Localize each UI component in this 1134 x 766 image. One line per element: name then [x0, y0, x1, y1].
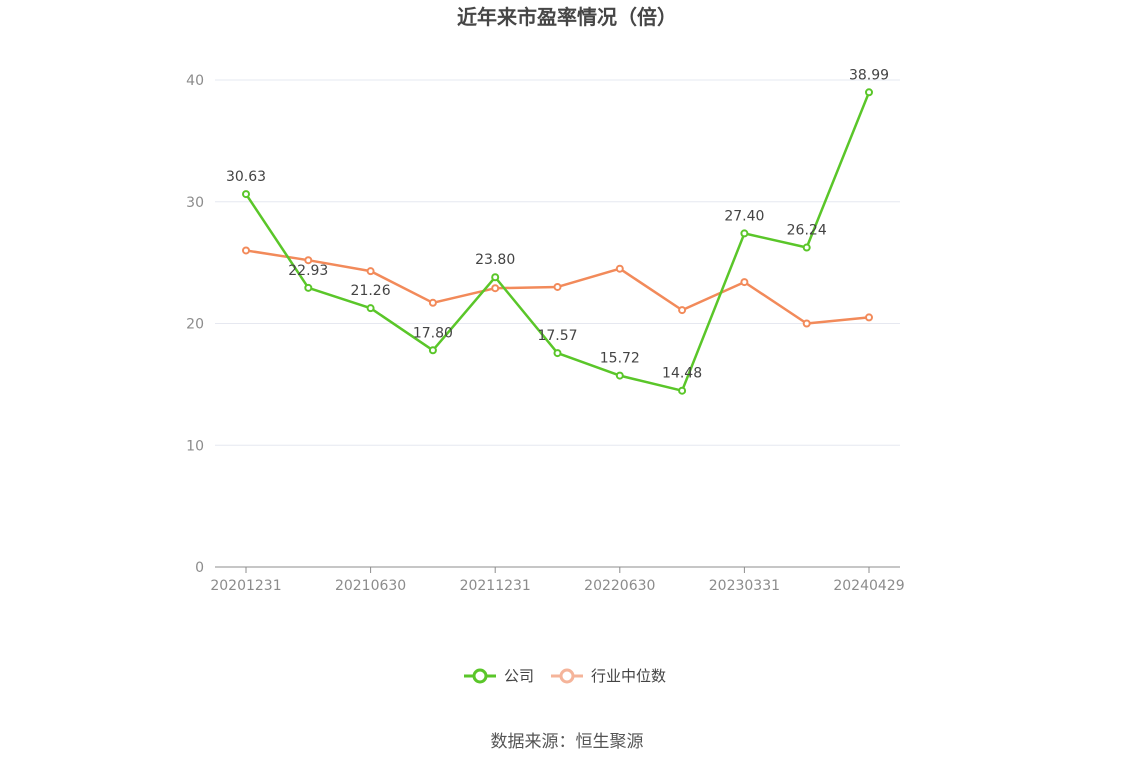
data-label-company: 17.80	[413, 325, 453, 341]
data-label-company: 15.72	[600, 351, 640, 367]
data-point-company[interactable]	[615, 371, 624, 380]
y-tick-label: 30	[186, 195, 204, 211]
data-point-company[interactable]	[428, 346, 437, 355]
data-point-industry-median[interactable]	[304, 256, 313, 265]
data-point-industry-median[interactable]	[678, 306, 687, 315]
legend-company-swatch-dot	[472, 668, 488, 684]
legend-item-industry-median[interactable]: 行业中位数	[551, 667, 666, 685]
chart-title: 近年来市盈率情况（倍）	[457, 5, 677, 29]
data-label-company: 22.93	[288, 263, 328, 279]
data-label-company: 30.63	[226, 169, 266, 185]
legend-industry-swatch-dot	[559, 668, 575, 684]
data-point-company[interactable]	[553, 349, 562, 358]
data-point-company[interactable]	[242, 190, 250, 199]
y-tick-label: 10	[186, 438, 204, 454]
data-point-industry-median[interactable]	[802, 319, 811, 328]
data-point-company[interactable]	[304, 283, 313, 292]
legend-company-label: 公司	[504, 667, 534, 685]
y-tick-label: 40	[186, 73, 204, 89]
legend-industry-label: 行业中位数	[591, 667, 666, 685]
data-point-company[interactable]	[740, 229, 749, 238]
x-tick-label: 20210630	[335, 578, 406, 594]
data-point-industry-median[interactable]	[366, 267, 375, 276]
data-label-company: 14.48	[662, 366, 702, 382]
data-point-industry-median[interactable]	[491, 284, 500, 293]
data-point-industry-median[interactable]	[865, 313, 873, 322]
series-lines	[242, 88, 873, 395]
x-tick-label: 20230331	[709, 578, 780, 594]
data-point-industry-median[interactable]	[553, 282, 562, 291]
data-label-company: 21.26	[351, 283, 391, 299]
data-label-company: 26.24	[787, 223, 827, 239]
data-point-company[interactable]	[366, 304, 375, 313]
x-tick-label: 20211231	[460, 578, 531, 594]
source-note: 数据来源：恒生聚源	[491, 732, 644, 752]
data-point-company[interactable]	[491, 273, 500, 282]
data-point-industry-median[interactable]	[740, 278, 749, 287]
x-tick-label: 20220630	[584, 578, 655, 594]
legend: 公司 行业中位数	[464, 667, 666, 685]
x-tick-label: 20201231	[210, 578, 281, 594]
legend-item-company[interactable]: 公司	[464, 667, 534, 685]
data-point-industry-median[interactable]	[615, 264, 624, 273]
data-label-company: 27.40	[724, 208, 764, 224]
data-point-industry-median[interactable]	[428, 298, 437, 307]
data-point-industry-median[interactable]	[242, 246, 250, 255]
grid-lines	[215, 79, 900, 446]
data-label-company: 17.57	[537, 328, 577, 344]
data-labels: 30.63 22.93 21.26 17.80 23.80 17.57 15.72 14.48…	[226, 67, 889, 381]
y-tick-label: 0	[195, 560, 204, 576]
data-point-company[interactable]	[802, 243, 811, 252]
data-point-company[interactable]	[678, 386, 687, 395]
data-label-company: 38.99	[849, 67, 889, 83]
x-tick-label: 20240429	[833, 578, 904, 594]
data-point-company[interactable]	[865, 88, 873, 97]
axes: 0 10 20 30 40 20201231 20210630 20211231 2022063…	[186, 73, 904, 594]
series-line-company	[244, 91, 871, 392]
data-label-company: 23.80	[475, 252, 515, 268]
y-tick-label: 20	[186, 317, 204, 333]
